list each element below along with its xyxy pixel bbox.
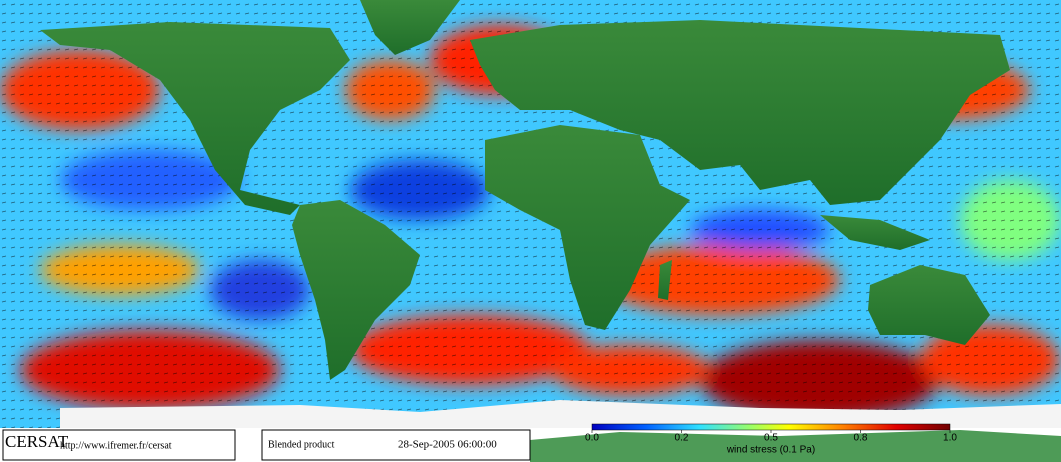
colorbar-tick-label: 0.8 [854, 433, 868, 444]
colorbar-tick-label: 0.2 [675, 433, 689, 444]
product: Blended product [268, 439, 335, 450]
colorbar-ticks: 0.0 0.2 0.5 0.8 1.0 [585, 430, 957, 444]
timestamp: 28-Sep-2005 06:00:00 [398, 439, 497, 451]
product-box [261, 429, 531, 461]
antarctica [60, 400, 1061, 428]
map-field [0, 0, 1061, 428]
colorbar-tick-label: 0.0 [585, 433, 599, 444]
colorbar-label: wind stress (0.1 Pa) [726, 445, 815, 456]
logo-box [2, 429, 236, 461]
colorbar-tick-label: 1.0 [943, 433, 957, 444]
colorbar [591, 423, 951, 431]
source-url: http://www.ifremer.fr/cersat [60, 440, 172, 451]
continents [40, 0, 1010, 380]
logo: CERSAT [5, 432, 69, 451]
antarctica-shade [530, 430, 1061, 462]
colorbar-tick-label: 0.5 [764, 433, 778, 444]
